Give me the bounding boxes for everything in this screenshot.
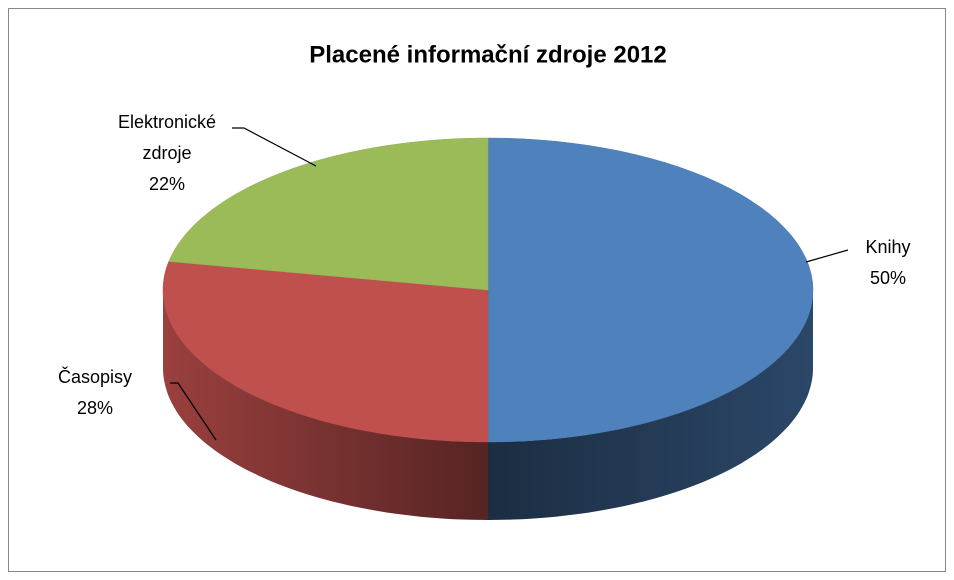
category-label: Elektronické zdroje [117,112,217,163]
data-label: Časopisy 28% [35,362,155,424]
data-label: Elektronické zdroje 22% [107,107,227,200]
data-label: Knihy 50% [828,232,948,294]
value-label: 22% [148,174,186,194]
category-label: Časopisy [57,367,133,387]
value-label: 28% [76,398,114,418]
slice-side [163,290,488,520]
slice [487,137,814,443]
slice [168,137,489,291]
category-label: Knihy [865,237,911,257]
value-label: 50% [869,268,907,288]
leader-line [170,382,217,441]
slice-side [488,290,813,520]
slice [162,261,489,443]
leader-line [805,249,849,263]
leader-line [232,127,317,167]
chart-title: Placené informační zdroje 2012 [309,41,666,68]
